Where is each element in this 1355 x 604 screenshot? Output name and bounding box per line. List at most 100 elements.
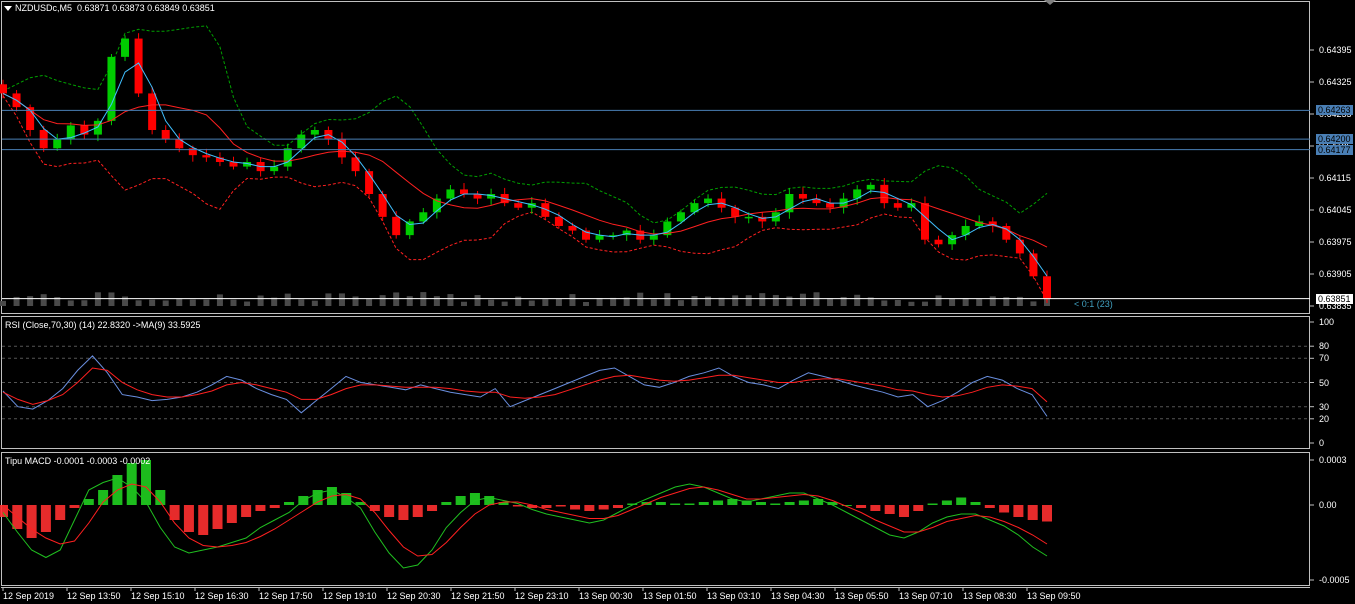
price-panel[interactable] bbox=[1, 1, 1310, 314]
candle-body[interactable] bbox=[744, 216, 753, 219]
candle-body[interactable] bbox=[473, 194, 482, 199]
volume-bar bbox=[854, 294, 861, 306]
candle-body[interactable] bbox=[1043, 276, 1051, 299]
macd-histogram-bar bbox=[813, 499, 824, 505]
candle-body[interactable] bbox=[419, 212, 428, 222]
volume-bar bbox=[325, 293, 332, 306]
volume-bar bbox=[406, 296, 413, 306]
candle-body[interactable] bbox=[487, 194, 496, 199]
macd-histogram-bar bbox=[255, 505, 266, 511]
candle-body[interactable] bbox=[446, 189, 455, 199]
candle-body[interactable] bbox=[215, 157, 224, 162]
candle-body[interactable] bbox=[0, 84, 7, 94]
candle-body[interactable] bbox=[243, 162, 252, 167]
candle-body[interactable] bbox=[514, 203, 523, 208]
rsi-tick-label: 100 bbox=[1319, 317, 1335, 327]
candle-body[interactable] bbox=[188, 148, 197, 156]
candle-body[interactable] bbox=[988, 221, 997, 226]
candle-body[interactable] bbox=[337, 139, 346, 158]
candle-body[interactable] bbox=[310, 130, 319, 135]
candle-body[interactable] bbox=[405, 221, 414, 236]
candle-body[interactable] bbox=[676, 212, 685, 222]
candle-body[interactable] bbox=[297, 134, 306, 149]
candle-body[interactable] bbox=[649, 235, 658, 240]
candle-body[interactable] bbox=[93, 120, 102, 135]
candle-body[interactable] bbox=[1002, 226, 1011, 240]
scroll-marker-icon[interactable] bbox=[1044, 0, 1056, 5]
candle-body[interactable] bbox=[541, 203, 550, 217]
candle-body[interactable] bbox=[80, 125, 89, 135]
candle-body[interactable] bbox=[554, 216, 563, 226]
macd-histogram-bar bbox=[412, 505, 423, 517]
candle-body[interactable] bbox=[121, 38, 130, 57]
symbol-ohlc-header: NZDUSDc,M5 0.63871 0.63873 0.63849 0.638… bbox=[15, 3, 215, 13]
candle-body[interactable] bbox=[161, 130, 170, 140]
macd-histogram-bar bbox=[141, 460, 152, 505]
price-tick-label: 0.63905 bbox=[1319, 269, 1352, 279]
candle-body[interactable] bbox=[283, 148, 292, 167]
volume-bar bbox=[0, 300, 6, 306]
candle-body[interactable] bbox=[175, 139, 184, 149]
candle-body[interactable] bbox=[432, 198, 441, 213]
volume-bar bbox=[623, 297, 630, 306]
volume-bar bbox=[13, 296, 20, 306]
macd-histogram-bar bbox=[212, 505, 223, 529]
candle-body[interactable] bbox=[582, 230, 591, 240]
time-tick-label: 12 Sep 21:50 bbox=[451, 591, 505, 601]
candle-body[interactable] bbox=[229, 162, 238, 167]
rsi-panel[interactable] bbox=[1, 316, 1310, 449]
candle-body[interactable] bbox=[961, 226, 970, 236]
macd-histogram-bar bbox=[69, 505, 80, 508]
macd-histogram-bar bbox=[269, 505, 280, 508]
candle-body[interactable] bbox=[785, 194, 794, 213]
candle-body[interactable] bbox=[975, 221, 984, 226]
candle-body[interactable] bbox=[378, 194, 387, 217]
candle-body[interactable] bbox=[270, 166, 279, 172]
macd-histogram-bar bbox=[655, 502, 666, 505]
candle-body[interactable] bbox=[622, 230, 631, 236]
candle-body[interactable] bbox=[866, 184, 875, 190]
candle-body[interactable] bbox=[812, 198, 821, 204]
candle-body[interactable] bbox=[690, 203, 699, 213]
candle-body[interactable] bbox=[392, 216, 401, 236]
candle-body[interactable] bbox=[459, 189, 468, 194]
candle-body[interactable] bbox=[1015, 239, 1024, 254]
candle-body[interactable] bbox=[134, 38, 143, 94]
candle-body[interactable] bbox=[66, 125, 75, 140]
candle-body[interactable] bbox=[26, 107, 35, 130]
candle-body[interactable] bbox=[934, 239, 943, 245]
candle-body[interactable] bbox=[907, 203, 916, 208]
candle-body[interactable] bbox=[893, 203, 902, 208]
candle-body[interactable] bbox=[798, 194, 807, 199]
candle-body[interactable] bbox=[609, 235, 618, 237]
candle-body[interactable] bbox=[880, 184, 889, 204]
macd-histogram-bar bbox=[1013, 505, 1024, 517]
candle-body[interactable] bbox=[527, 203, 536, 208]
candle-body[interactable] bbox=[365, 171, 374, 194]
volume-bar bbox=[271, 297, 278, 306]
candle-body[interactable] bbox=[148, 93, 157, 130]
candle-body[interactable] bbox=[568, 226, 577, 231]
price-level-lines[interactable] bbox=[2, 109, 1310, 300]
volume-bar bbox=[311, 300, 318, 306]
macd-panel[interactable] bbox=[1, 452, 1310, 586]
candle-body[interactable] bbox=[853, 189, 862, 199]
candle-body[interactable] bbox=[202, 155, 211, 158]
macd-histogram-bar bbox=[727, 499, 738, 505]
candle-body[interactable] bbox=[731, 207, 740, 217]
candle-body[interactable] bbox=[663, 221, 672, 236]
candle-body[interactable] bbox=[595, 235, 604, 240]
volume-bar bbox=[149, 299, 156, 306]
candle-body[interactable] bbox=[758, 216, 767, 222]
candle-body[interactable] bbox=[826, 203, 835, 208]
candle-body[interactable] bbox=[351, 157, 360, 172]
candle-body[interactable] bbox=[53, 139, 62, 149]
candle-body[interactable] bbox=[1029, 253, 1038, 277]
volume-bar bbox=[108, 292, 115, 306]
candle-body[interactable] bbox=[704, 198, 713, 204]
candlesticks[interactable] bbox=[0, 33, 1051, 304]
candle-body[interactable] bbox=[920, 203, 929, 240]
candle-body[interactable] bbox=[107, 56, 116, 121]
chart-menu-icon[interactable] bbox=[4, 6, 12, 11]
